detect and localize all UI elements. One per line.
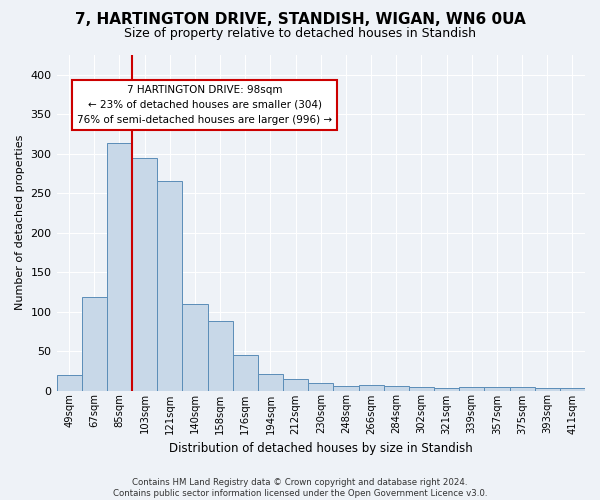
Bar bbox=[132, 158, 157, 390]
Bar bbox=[535, 388, 560, 390]
X-axis label: Distribution of detached houses by size in Standish: Distribution of detached houses by size … bbox=[169, 442, 473, 455]
Bar bbox=[459, 388, 484, 390]
Bar bbox=[334, 386, 359, 390]
Bar bbox=[409, 388, 434, 390]
Text: Size of property relative to detached houses in Standish: Size of property relative to detached ho… bbox=[124, 28, 476, 40]
Bar bbox=[509, 388, 535, 390]
Bar bbox=[56, 374, 82, 390]
Bar bbox=[359, 385, 383, 390]
Bar bbox=[258, 374, 283, 390]
Bar bbox=[308, 384, 334, 390]
Bar bbox=[283, 378, 308, 390]
Text: Contains HM Land Registry data © Crown copyright and database right 2024.
Contai: Contains HM Land Registry data © Crown c… bbox=[113, 478, 487, 498]
Bar bbox=[107, 142, 132, 390]
Bar bbox=[383, 386, 409, 390]
Y-axis label: Number of detached properties: Number of detached properties bbox=[15, 135, 25, 310]
Bar bbox=[208, 321, 233, 390]
Text: 7, HARTINGTON DRIVE, STANDISH, WIGAN, WN6 0UA: 7, HARTINGTON DRIVE, STANDISH, WIGAN, WN… bbox=[74, 12, 526, 28]
Text: 7 HARTINGTON DRIVE: 98sqm
← 23% of detached houses are smaller (304)
76% of semi: 7 HARTINGTON DRIVE: 98sqm ← 23% of detac… bbox=[77, 85, 332, 125]
Bar bbox=[157, 182, 182, 390]
Bar bbox=[233, 355, 258, 390]
Bar bbox=[484, 386, 509, 390]
Bar bbox=[82, 296, 107, 390]
Bar bbox=[434, 388, 459, 390]
Bar bbox=[182, 304, 208, 390]
Bar bbox=[560, 388, 585, 390]
